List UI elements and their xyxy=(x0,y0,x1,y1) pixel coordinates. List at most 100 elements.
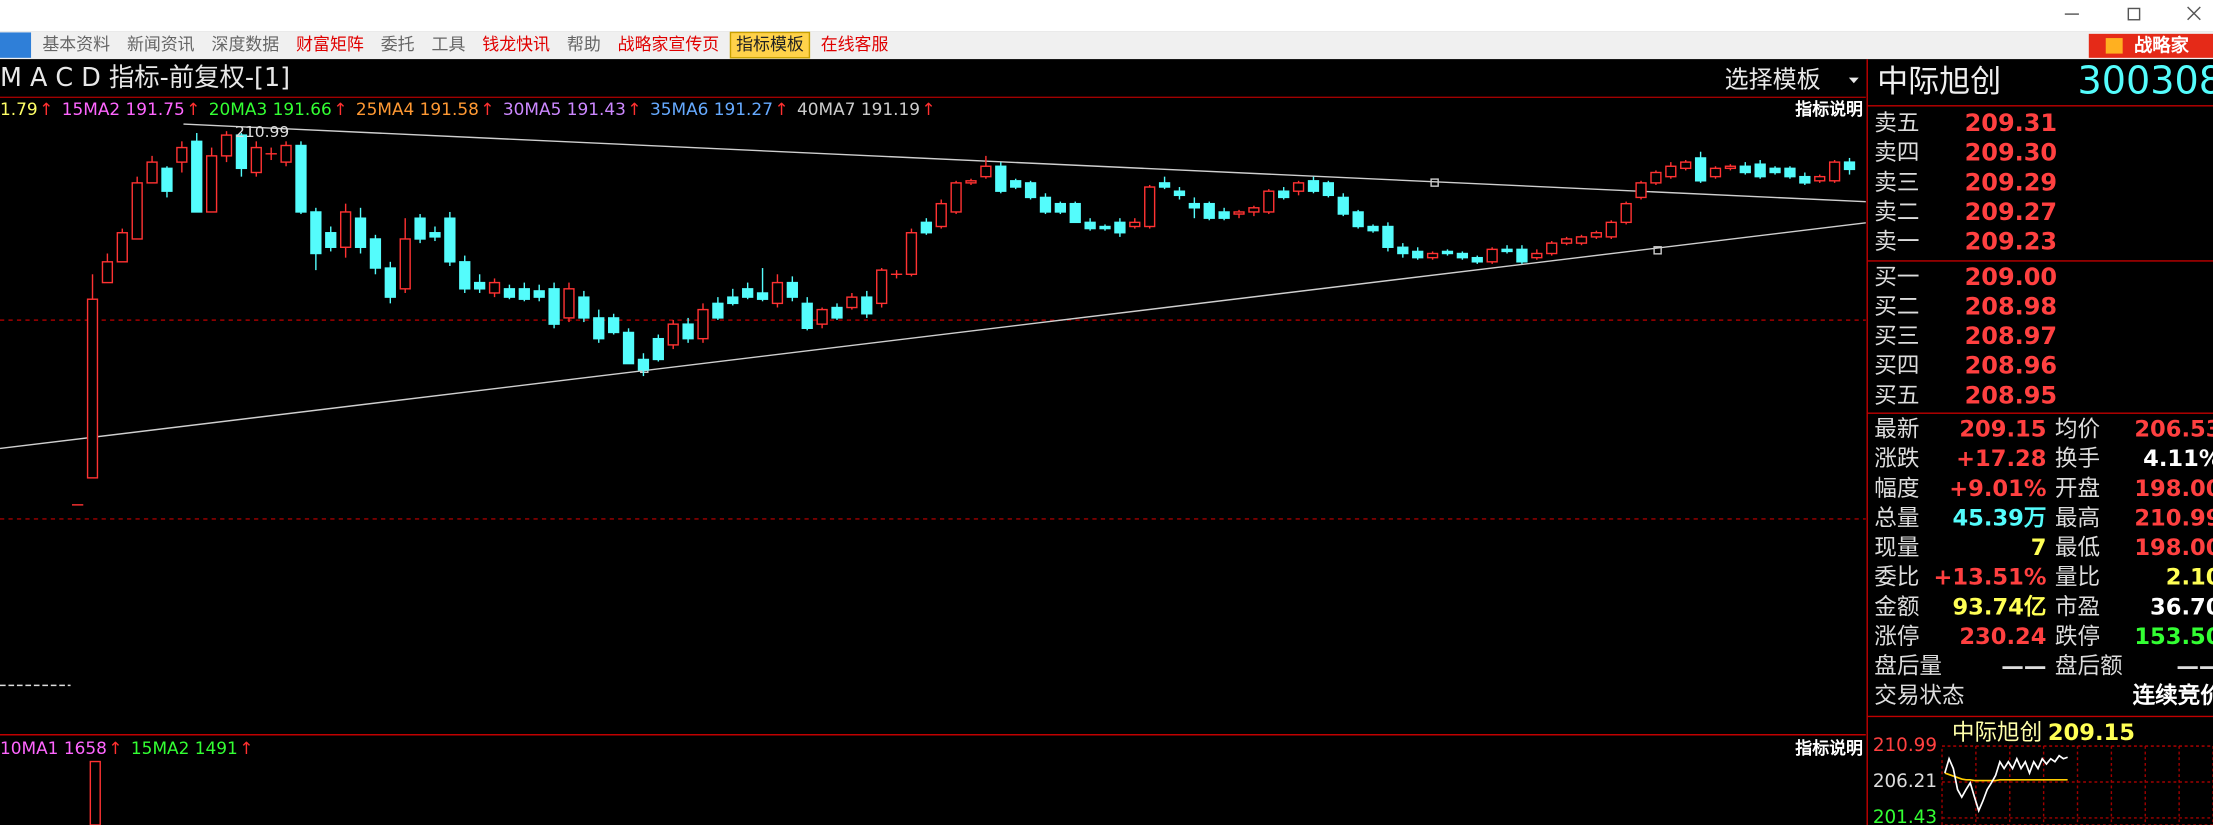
candle-body xyxy=(1769,167,1781,174)
candle-body xyxy=(280,144,292,163)
candle-body xyxy=(176,146,188,163)
candle-body xyxy=(101,261,114,284)
mini-tick-label: 206.21 xyxy=(1873,771,1937,792)
stat-label: 盘后量 xyxy=(1874,654,1942,680)
menu-item[interactable]: 指标模板 xyxy=(736,34,804,54)
ma-arrow: ↑ xyxy=(627,99,641,119)
trend-anchor xyxy=(1653,246,1662,255)
stat-value: 4.11% xyxy=(2143,446,2213,472)
candle-body xyxy=(593,317,605,340)
menu-item[interactable]: 深度数据 xyxy=(212,34,280,54)
candle-body xyxy=(1307,180,1320,192)
stat-value: +13.51% xyxy=(1934,565,2047,591)
candle-body xyxy=(1188,202,1201,209)
dropdown-caret xyxy=(1848,77,1859,84)
stat-label: 委比 xyxy=(1874,565,1919,591)
menu-active[interactable] xyxy=(0,32,32,58)
stat-value: 198.00 xyxy=(2134,476,2213,502)
candle-body xyxy=(1322,182,1335,197)
candle-body xyxy=(1233,211,1245,215)
candle-body xyxy=(1516,248,1528,263)
indicator-note[interactable]: 指标说明 xyxy=(1795,738,1863,758)
candle-body xyxy=(1248,207,1260,213)
candle-body xyxy=(1010,180,1022,188)
candle-body xyxy=(384,267,396,298)
book-price: 209.29 xyxy=(1965,168,2058,196)
candle-body xyxy=(131,182,143,240)
book-price: 209.27 xyxy=(1965,198,2058,226)
menu-item[interactable]: 委托 xyxy=(381,34,415,54)
candle-body xyxy=(1441,250,1454,255)
close[interactable] xyxy=(2187,6,2201,21)
stat-label: 跌停 xyxy=(2055,624,2100,650)
stat-label: 量比 xyxy=(2055,565,2100,591)
stock-name: 中际旭创 xyxy=(1877,64,2001,100)
menu-item[interactable]: 钱龙快讯 xyxy=(482,34,550,54)
ma-arrow: ↑ xyxy=(108,738,122,758)
candle-body xyxy=(295,144,307,213)
candle-body xyxy=(1173,190,1186,197)
menu-item[interactable]: 战略家宣传页 xyxy=(618,34,719,54)
candle-body xyxy=(786,281,798,298)
menu-item[interactable]: 财富矩阵 xyxy=(296,34,364,54)
menu-item[interactable]: 在线客服 xyxy=(821,34,889,54)
candle-body xyxy=(905,232,918,275)
stat-value: 93.74亿 xyxy=(1952,594,2046,620)
candle-body xyxy=(1054,202,1066,213)
candle-body xyxy=(1560,238,1573,244)
stat-value: 210.99 xyxy=(2134,505,2213,531)
stat-value: 209.15 xyxy=(1959,417,2046,443)
ma-legend: 1.79 ↑ 15MA2 191.75 ↑ 20MA3 191.66 ↑ 25MA4 191… xyxy=(0,99,936,119)
chart-title: M A C D 指标-前复权-[1] xyxy=(0,62,290,92)
window-controls xyxy=(2064,6,2201,21)
stat-label: 开盘 xyxy=(2055,476,2100,502)
candle-body xyxy=(1397,246,1409,255)
stat-label: 最低 xyxy=(2055,535,2100,561)
candle-body xyxy=(682,323,694,340)
restore[interactable] xyxy=(2127,7,2141,21)
candle-body xyxy=(1799,175,1811,184)
candle-body xyxy=(250,146,262,174)
stat-label: 市盈 xyxy=(2055,594,2100,620)
candle-body xyxy=(474,281,486,290)
menu-item[interactable]: 帮助 xyxy=(567,34,601,54)
ma-label: 10MA1 1658 xyxy=(0,738,107,758)
ma-arrow: ↑ xyxy=(921,99,935,119)
book-price: 208.96 xyxy=(1965,352,2058,380)
candle-body xyxy=(771,281,784,305)
menu-item[interactable]: 基本资料 xyxy=(42,34,110,54)
book-label: 买五 xyxy=(1874,383,1919,409)
candle-body xyxy=(1412,250,1424,259)
mini-tick-label: 210.99 xyxy=(1873,735,1937,756)
stock-code: 300308 xyxy=(2078,59,2213,103)
high-label: 210.99 xyxy=(235,123,289,141)
candle-body xyxy=(920,221,932,234)
candle-body xyxy=(1218,211,1230,219)
candle-body xyxy=(1099,225,1111,230)
menu-item[interactable]: 新闻资讯 xyxy=(127,34,195,54)
candle-body xyxy=(846,296,858,309)
candle-body xyxy=(861,296,873,315)
ma-label: 15MA2 1491 xyxy=(131,738,238,758)
stat-value: +17.28 xyxy=(1956,446,2046,472)
ma-arrow: ↑ xyxy=(239,738,253,758)
volume-bar xyxy=(89,760,101,825)
candle-body xyxy=(697,308,709,340)
mini-avg-line xyxy=(1944,772,2068,782)
menu-item[interactable]: 工具 xyxy=(432,34,466,54)
candle-body xyxy=(935,202,947,228)
candle-body xyxy=(1739,165,1751,174)
candle-body xyxy=(1158,182,1171,188)
indicator-note[interactable]: 指标说明 xyxy=(1795,99,1863,119)
book-price: 208.97 xyxy=(1965,322,2058,350)
stat-value: —— xyxy=(2176,654,2213,680)
candle-body xyxy=(325,232,337,248)
book-price: 209.30 xyxy=(1965,139,2058,167)
candle-body xyxy=(1426,252,1439,259)
ma-arrow: ↑ xyxy=(333,99,347,119)
candle-body xyxy=(1501,248,1513,253)
candle-body xyxy=(369,238,382,269)
template-button[interactable]: 选择模板 xyxy=(1725,65,1821,93)
brand-icon xyxy=(2105,38,2123,54)
